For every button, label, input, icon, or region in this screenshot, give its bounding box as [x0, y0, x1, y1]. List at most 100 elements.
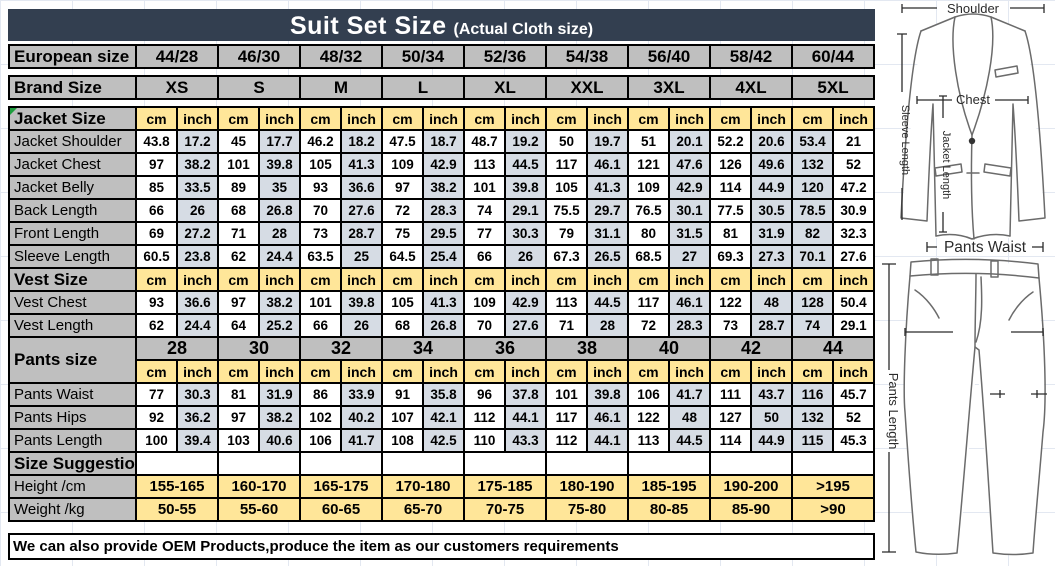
cell-inch: 38.2	[176, 152, 219, 177]
cell-brand-size: L	[381, 75, 465, 100]
cell-inch: 48	[750, 290, 793, 315]
cell-cm: 60.5	[135, 244, 178, 269]
cell-cm: 69.3	[709, 244, 752, 269]
cell-brand-size: S	[217, 75, 301, 100]
unit-inch-header: inch	[750, 267, 793, 292]
cell-inch: 44.9	[750, 428, 793, 453]
cell-inch: 27.6	[340, 198, 383, 223]
cell-pants-size: 32	[299, 336, 383, 361]
cell-cm: 45	[217, 129, 260, 154]
table-row: Jacket Chest 97 38.2 101 39.8 105 41.3 109 42.9 1…	[8, 152, 875, 177]
cell-inch: 30.1	[668, 198, 711, 223]
table-row: Jacket Size cm inch cm inch cm inch cm inch cm inc…	[8, 106, 875, 131]
unit-inch-header: inch	[586, 267, 629, 292]
cell-cm: 53.4	[791, 129, 834, 154]
cell-inch: 45.3	[832, 428, 875, 453]
cell-inch: 43.3	[504, 428, 547, 453]
cell-inch: 27.3	[750, 244, 793, 269]
cell-pants-size: 42	[709, 336, 793, 361]
cell-cm: 77.5	[709, 198, 752, 223]
pants-illustration: Pants Length	[882, 258, 1047, 556]
unit-cm-header: cm	[709, 267, 752, 292]
unit-cm-header: cm	[299, 106, 342, 131]
unit-inch-header: inch	[176, 106, 219, 131]
cell-cm: 132	[791, 152, 834, 177]
unit-cm-header: cm	[463, 106, 506, 131]
cell-cm: 106	[627, 382, 670, 407]
section-label-size-suggestion: Size Suggestion	[8, 451, 137, 476]
unit-inch-header: inch	[422, 359, 465, 384]
cell-inch: 24.4	[258, 244, 301, 269]
cell-cm: 78.5	[791, 198, 834, 223]
cell-european-size: 58/42	[709, 44, 793, 69]
cell-cm: 75.5	[545, 198, 588, 223]
cell-inch: 33.9	[340, 382, 383, 407]
cell-inch: 31.5	[668, 221, 711, 246]
page-title: Suit Set Size	[289, 12, 447, 40]
cell-inch: 42.1	[422, 405, 465, 430]
cell-cm: 97	[217, 290, 260, 315]
cell-inch: 28	[258, 221, 301, 246]
unit-inch-header: inch	[258, 359, 301, 384]
row-label-pants-hips: Pants Hips	[8, 405, 137, 430]
cell-european-size: 56/40	[627, 44, 711, 69]
cell-empty	[791, 451, 875, 476]
cell-inch: 26	[176, 198, 219, 223]
cell-cm: 62	[135, 313, 178, 338]
cell-inch: 25.2	[258, 313, 301, 338]
table-row: Weight /kg 50-55 55-60 60-65 65-70 70-75 75-80…	[8, 497, 875, 522]
unit-cm-header: cm	[381, 106, 424, 131]
cell-brand-size: M	[299, 75, 383, 100]
cell-cm: 91	[381, 382, 424, 407]
cell-inch: 18.7	[422, 129, 465, 154]
cell-cm: 120	[791, 175, 834, 200]
cell-inch: 38.2	[258, 290, 301, 315]
cell-cm: 62	[217, 244, 260, 269]
cell-inch: 35	[258, 175, 301, 200]
cell-empty	[381, 451, 465, 476]
pants-length-label: Pants Length	[886, 373, 901, 450]
cell-cm: 128	[791, 290, 834, 315]
unit-cm-header: cm	[217, 359, 260, 384]
cell-brand-size: 3XL	[627, 75, 711, 100]
cell-cm: 109	[381, 152, 424, 177]
unit-cm-header: cm	[135, 106, 178, 131]
cell-cm: 109	[627, 175, 670, 200]
cell-height-cm: 190-200	[709, 474, 793, 499]
unit-inch-header: inch	[586, 359, 629, 384]
cell-cm: 111	[709, 382, 752, 407]
cell-inch: 39.8	[340, 290, 383, 315]
unit-cm-header: cm	[545, 359, 588, 384]
cell-cm: 113	[463, 152, 506, 177]
cell-cm: 47.5	[381, 129, 424, 154]
cell-inch: 38.2	[258, 405, 301, 430]
cell-cm: 105	[545, 175, 588, 200]
cell-cm: 101	[299, 290, 342, 315]
cell-cm: 115	[791, 428, 834, 453]
cell-cm: 64	[217, 313, 260, 338]
cell-european-size: 44/28	[135, 44, 219, 69]
cell-cm: 105	[381, 290, 424, 315]
section-label-jacket-size: Jacket Size	[8, 106, 137, 131]
table: European size 44/28 46/30 48/32 50/34 52/36 54…	[8, 44, 875, 69]
cell-inch: 42.5	[422, 428, 465, 453]
cell-inch: 48	[668, 405, 711, 430]
cell-cm: 106	[299, 428, 342, 453]
cell-cm: 81	[709, 221, 752, 246]
cell-inch: 28.7	[750, 313, 793, 338]
cell-inch: 35.8	[422, 382, 465, 407]
cell-brand-size: 4XL	[709, 75, 793, 100]
cell-inch: 42.9	[422, 152, 465, 177]
cell-cm: 113	[627, 428, 670, 453]
cell-brand-size: 5XL	[791, 75, 875, 100]
jacket-button	[968, 137, 976, 145]
european-size-row: European size 44/28 46/30 48/32 50/34 52/36 54…	[8, 44, 875, 69]
cell-inch: 26.8	[258, 198, 301, 223]
cell-cm: 43.8	[135, 129, 178, 154]
cell-empty	[299, 451, 383, 476]
cell-height-cm: 165-175	[299, 474, 383, 499]
cell-inch: 46.1	[668, 290, 711, 315]
unit-inch-header: inch	[832, 359, 875, 384]
unit-cm-header: cm	[381, 359, 424, 384]
